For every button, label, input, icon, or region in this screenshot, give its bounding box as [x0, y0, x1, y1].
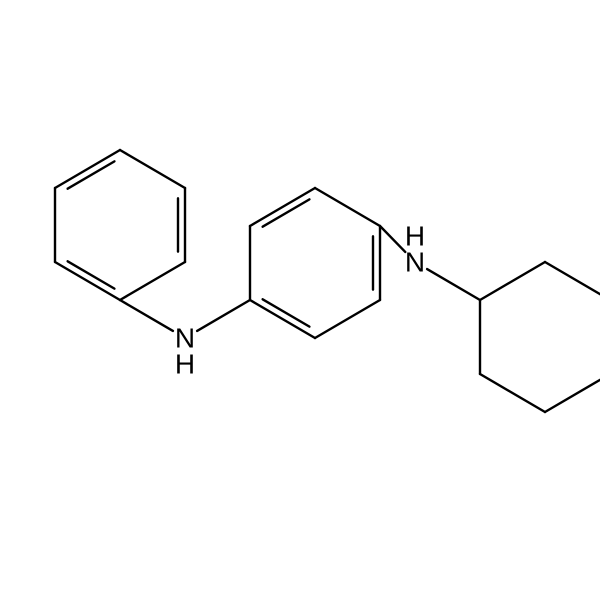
- bond: [197, 300, 250, 331]
- bond: [380, 226, 405, 252]
- atom-label: H: [175, 349, 195, 380]
- bond: [263, 299, 310, 326]
- bond: [68, 161, 115, 188]
- bond: [120, 262, 185, 300]
- bond: [480, 374, 545, 412]
- bond: [55, 262, 120, 300]
- atom-label: H: [405, 221, 425, 252]
- bond: [315, 188, 380, 226]
- bond: [68, 261, 115, 288]
- bond: [545, 262, 600, 300]
- bond: [427, 269, 480, 300]
- bond: [480, 262, 545, 300]
- bond: [250, 300, 315, 338]
- molecule-canvas: NHNH: [0, 0, 600, 600]
- bond: [315, 300, 380, 338]
- bond: [55, 150, 120, 188]
- bond: [250, 188, 315, 226]
- bond: [120, 150, 185, 188]
- bond: [545, 374, 600, 412]
- bond: [263, 199, 310, 226]
- bond: [120, 300, 173, 331]
